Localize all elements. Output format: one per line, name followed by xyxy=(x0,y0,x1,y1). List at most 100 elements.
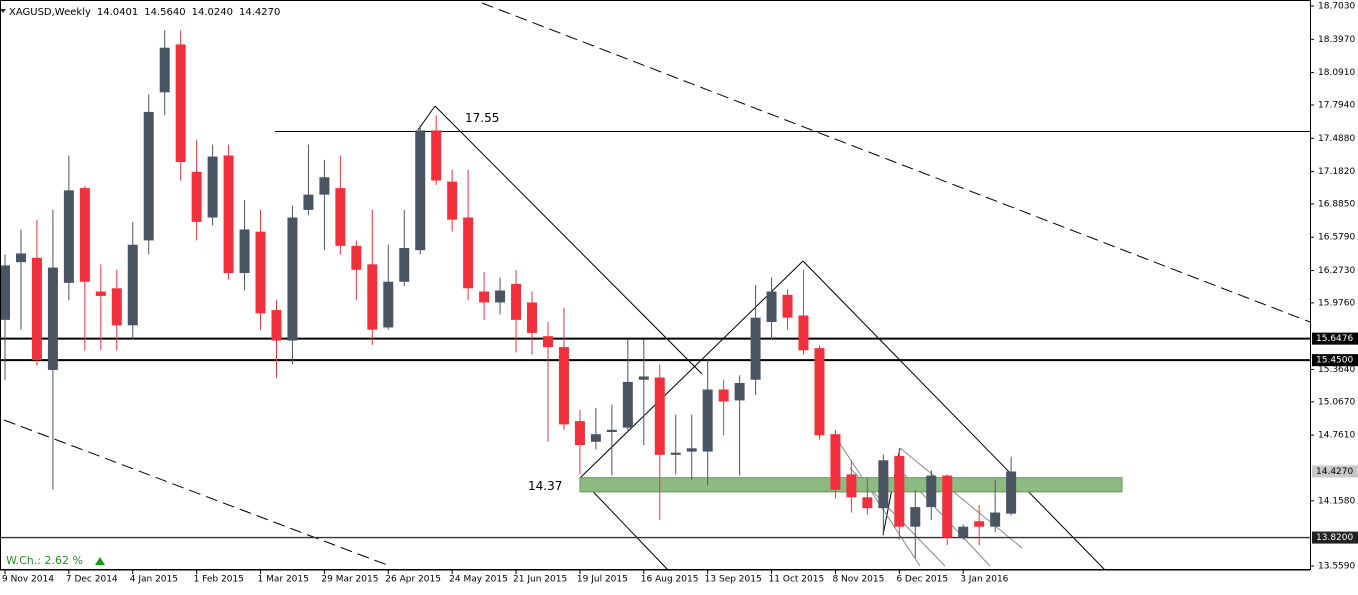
up-arrow xyxy=(95,557,105,565)
candle-body xyxy=(878,460,889,509)
candle-body xyxy=(862,497,873,509)
x-tick-label: 8 Nov 2015 xyxy=(832,575,884,585)
candle-body xyxy=(127,244,138,326)
header-value: 14.5640 xyxy=(144,7,185,18)
trend-line xyxy=(481,2,1311,323)
y-tick-label: 16.8850 xyxy=(1318,199,1355,209)
candle-body xyxy=(654,377,665,455)
candle-body xyxy=(702,389,713,452)
weekly-change: W.Ch.: 2.62 % xyxy=(6,554,83,567)
candle-body xyxy=(399,248,410,282)
trend-line xyxy=(899,447,1023,549)
candle-body xyxy=(111,288,122,326)
x-tick-label: 19 Jul 2015 xyxy=(577,575,628,585)
candle-body xyxy=(942,475,953,538)
y-tick-label: 16.5790 xyxy=(1318,233,1355,243)
candle-body xyxy=(606,429,617,432)
trend-line xyxy=(579,260,804,479)
candle-body xyxy=(511,283,522,320)
header-value: 14.0401 xyxy=(97,7,138,18)
candle-body xyxy=(0,265,10,320)
chart-title: XAGUSD,Weekly 14.0401 14.5640 14.0240 14.427… xyxy=(9,7,280,18)
x-tick-label: 24 May 2015 xyxy=(449,575,508,585)
candle-body xyxy=(31,257,42,361)
y-tick-label: 14.1580 xyxy=(1318,496,1355,506)
candle-body xyxy=(271,310,282,341)
y-tick-label: 15.0670 xyxy=(1318,397,1355,407)
level-label: 15.6476 xyxy=(1316,334,1353,344)
y-tick-label: 16.2730 xyxy=(1318,266,1355,276)
candle-body xyxy=(495,290,506,303)
candle-body xyxy=(319,177,330,195)
x-tick-label: 21 Jun 2015 xyxy=(513,575,567,585)
y-tick-label: 18.0910 xyxy=(1318,68,1355,78)
trend-line xyxy=(417,105,436,131)
menu-triangle xyxy=(0,9,6,13)
candle-body xyxy=(990,512,1001,527)
candle-body xyxy=(175,44,186,163)
candle-body xyxy=(574,421,585,446)
x-tick-label: 3 Jan 2016 xyxy=(960,575,1008,585)
x-tick-label: 16 Aug 2015 xyxy=(641,575,699,585)
candle-body xyxy=(750,317,761,380)
candle-body xyxy=(47,267,58,370)
candle-body xyxy=(367,264,378,330)
candle-body xyxy=(303,194,314,210)
candle-body xyxy=(846,474,857,498)
candle-body xyxy=(558,347,569,425)
candle-body xyxy=(782,294,793,318)
trend-line xyxy=(434,105,703,375)
y-tick-label: 15.3640 xyxy=(1318,365,1355,375)
x-tick-label: 4 Jan 2015 xyxy=(130,575,178,585)
level-box xyxy=(1312,531,1358,544)
header-value: 14.0240 xyxy=(192,7,233,18)
candle-body xyxy=(63,190,74,283)
candle-body xyxy=(527,302,538,333)
candle-body xyxy=(734,382,745,401)
candle-body xyxy=(159,47,170,93)
candle-body xyxy=(958,526,969,538)
candle-body xyxy=(383,281,394,328)
x-tick-label: 7 Dec 2014 xyxy=(66,575,118,585)
price-label: 14.4270 xyxy=(1316,467,1353,477)
candle-body xyxy=(830,434,841,490)
candle-body xyxy=(910,507,921,527)
candle-body xyxy=(15,253,26,263)
candle-body xyxy=(351,245,362,270)
price-box xyxy=(1312,465,1358,478)
candle-body xyxy=(463,217,474,289)
candle-body xyxy=(239,229,250,274)
trend-line xyxy=(834,435,921,567)
candle-body xyxy=(191,171,202,222)
candle-body xyxy=(1006,471,1017,514)
candle-body xyxy=(223,155,234,274)
header-value: 14.4270 xyxy=(239,7,280,18)
level-label: 13.8200 xyxy=(1316,533,1353,543)
x-tick-label: 6 Dec 2015 xyxy=(896,575,948,585)
annotation: 14.37 xyxy=(528,479,562,493)
y-tick-label: 13.5590 xyxy=(1318,562,1355,572)
y-tick-label: 15.9760 xyxy=(1318,298,1355,308)
candle-body xyxy=(447,181,458,220)
x-tick-label: 11 Oct 2015 xyxy=(769,575,825,585)
candle-body xyxy=(287,217,298,341)
level-box xyxy=(1312,332,1358,345)
candle-body xyxy=(479,291,490,303)
candle-body xyxy=(622,381,633,428)
candle-body xyxy=(766,291,777,323)
candle-body xyxy=(718,389,729,402)
annotation: 17.55 xyxy=(465,111,499,125)
candle-body xyxy=(415,130,426,251)
candle-body xyxy=(255,231,266,314)
y-tick-label: 18.3970 xyxy=(1318,35,1355,45)
y-tick-label: 14.7610 xyxy=(1318,431,1355,441)
candle-body xyxy=(431,130,442,181)
level-label: 15.4500 xyxy=(1316,356,1353,366)
candle-body xyxy=(143,111,154,241)
candle-body xyxy=(95,291,106,296)
candle-body xyxy=(686,448,697,452)
candle-body xyxy=(590,434,601,442)
trend-line xyxy=(579,477,669,571)
